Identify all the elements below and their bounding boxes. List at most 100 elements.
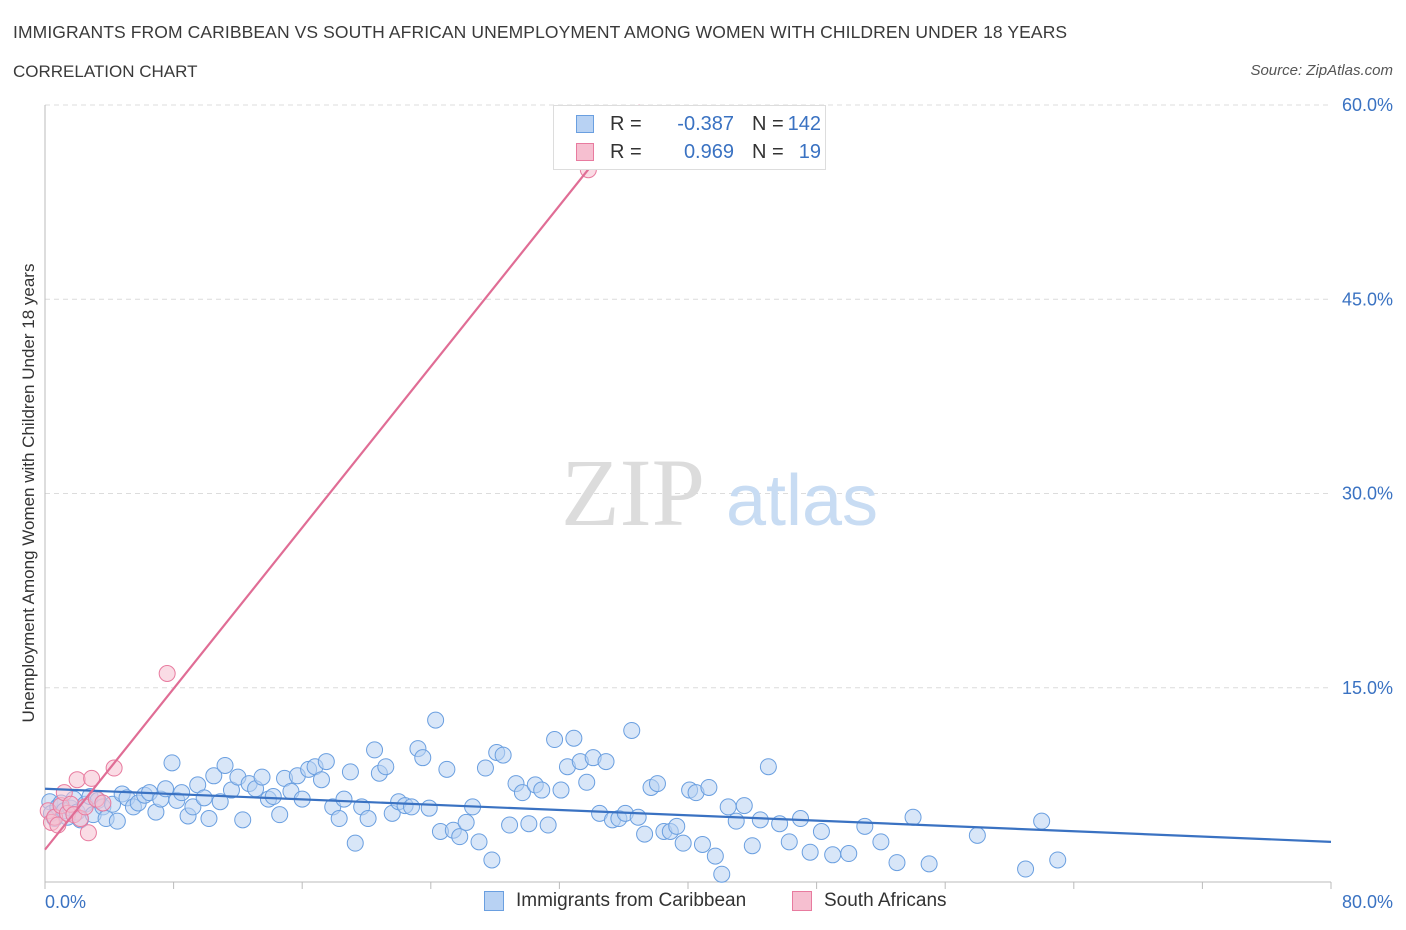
data-point-caribbean [253,768,271,786]
y-tick-labels: 15.0% 30.0% 45.0% 60.0% [1342,95,1393,698]
data-point-caribbean [674,834,692,852]
data-point-caribbean [1033,812,1051,830]
data-point-caribbean [735,797,753,815]
chart-title: IMMIGRANTS FROM CARIBBEAN VS SOUTH AFRIC… [13,22,1068,42]
legend-n-label: N = [752,113,784,135]
x-tick-label: 80.0% [1342,892,1393,912]
data-point-caribbean [780,833,798,851]
y-tick-label: 30.0% [1342,484,1393,504]
data-point-caribbean [341,763,359,781]
data-point-caribbean [520,815,538,833]
data-point-caribbean [163,754,181,772]
data-point-caribbean [565,729,583,747]
data-point-caribbean [727,812,745,830]
data-point-caribbean [200,810,218,828]
data-point-caribbean [359,810,377,828]
data-point-caribbean [330,810,348,828]
chart-subtitle: CORRELATION CHART [13,62,198,81]
trend-line-south-africans [44,104,641,851]
data-point-caribbean [377,758,395,776]
data-point-caribbean [346,834,364,852]
data-point-caribbean [312,771,330,789]
y-tick-label: 60.0% [1342,95,1393,115]
data-point-caribbean [751,811,769,829]
legend-swatch-pink [576,143,594,161]
data-point-caribbean [513,784,531,802]
y-tick-label: 45.0% [1342,289,1393,309]
y-tick-label: 15.0% [1342,678,1393,698]
data-point-caribbean [539,816,557,834]
watermark-atlas: atlas [726,461,878,541]
data-point-caribbean [578,773,596,791]
data-point-caribbean [366,741,384,759]
series-caribbean-points [41,711,1067,883]
x-tick-labels: 0.0% 80.0% [45,892,1393,912]
data-point-caribbean [668,817,686,835]
data-point-caribbean [693,835,711,853]
data-point-caribbean [856,817,874,835]
data-point-south-africans [83,769,101,787]
series-south-africans-points [39,161,597,842]
legend-swatch-blue [576,115,594,133]
legend-r-value: -0.387 [677,113,734,135]
data-point-caribbean [792,810,810,828]
data-point-south-africans [79,824,97,842]
data-point-caribbean [271,806,289,824]
legend-n-value: 19 [798,141,821,163]
data-point-caribbean [533,781,551,799]
data-point-caribbean [211,793,229,811]
data-point-caribbean [195,789,213,807]
data-point-caribbean [623,721,641,739]
legend-r-value: 0.969 [683,141,734,163]
data-point-caribbean [403,798,421,816]
trend-lines [44,104,1332,851]
data-point-caribbean [872,833,890,851]
trend-line-caribbean [44,787,1332,843]
data-point-caribbean [184,798,202,816]
axes [44,105,1332,889]
data-point-caribbean [335,790,353,808]
legend-swatch-pink [792,891,812,911]
legend-n-label: N = [752,141,784,163]
data-point-caribbean [552,781,570,799]
data-point-caribbean [173,784,191,802]
data-point-caribbean [438,760,456,778]
data-point-caribbean [904,808,922,826]
data-point-caribbean [597,753,615,771]
data-point-caribbean [234,811,252,829]
chart-source: Source: ZipAtlas.com [1250,62,1393,79]
data-point-caribbean [920,855,938,873]
data-point-caribbean [451,828,469,846]
data-point-caribbean [546,731,564,749]
watermark: ZIP atlas [561,439,878,546]
legend-swatch-blue [484,891,504,911]
data-point-south-africans [94,794,112,812]
data-point-caribbean [968,826,986,844]
data-point-caribbean [1049,851,1067,869]
data-point-caribbean [470,833,488,851]
data-point-caribbean [483,851,501,869]
data-point-caribbean [414,749,432,767]
data-point-caribbean [713,865,731,883]
data-point-caribbean [812,822,830,840]
data-point-caribbean [888,854,906,872]
stats-legend: R = -0.387 N = 142 R = 0.969 N = 19 [553,105,826,170]
data-point-caribbean [636,825,654,843]
data-point-caribbean [759,758,777,776]
data-point-caribbean [264,788,282,806]
data-point-caribbean [501,816,519,834]
data-point-caribbean [801,843,819,861]
legend-r-label: R = [610,141,642,163]
data-point-caribbean [743,837,761,855]
legend-label-south-africans: South Africans [824,890,947,911]
data-point-caribbean [317,753,335,771]
legend-n-value: 142 [787,113,821,135]
data-point-caribbean [205,767,223,785]
data-point-caribbean [494,746,512,764]
data-point-caribbean [706,847,724,865]
data-point-caribbean [457,813,475,831]
data-point-caribbean [420,799,438,817]
data-point-caribbean [476,759,494,777]
grid-lines [45,104,1331,689]
